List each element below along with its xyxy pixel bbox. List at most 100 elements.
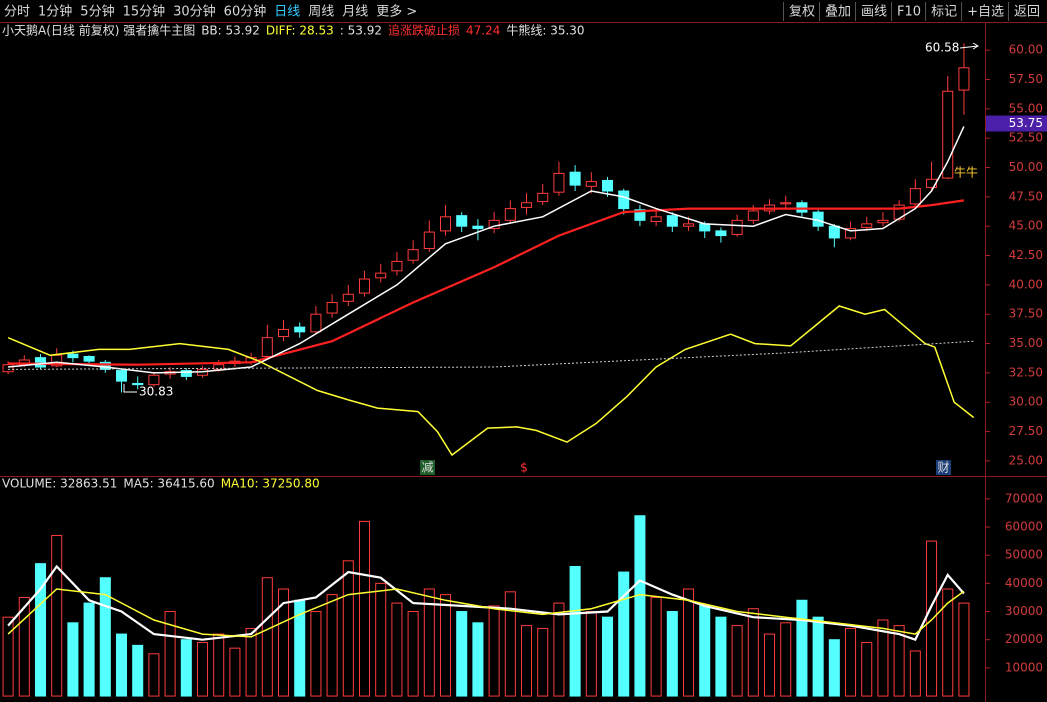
candle-body bbox=[537, 192, 549, 203]
event-marker: $ bbox=[520, 461, 528, 475]
candle-body bbox=[213, 364, 225, 370]
candle-body bbox=[310, 313, 322, 333]
volume-bar bbox=[423, 588, 435, 697]
candle-body bbox=[294, 326, 306, 333]
legend-title: VOLUME: 32863.51 bbox=[2, 477, 117, 491]
legend-title: 小天鹅A(日线 前复权) 强者擒牛主图 bbox=[2, 23, 195, 38]
volume-bar bbox=[828, 639, 840, 697]
candle-body bbox=[326, 301, 338, 314]
candle-body bbox=[456, 215, 468, 227]
candle-body bbox=[877, 219, 889, 224]
volume-bar bbox=[796, 599, 808, 697]
volume-bar bbox=[132, 644, 144, 697]
candle-body bbox=[180, 370, 192, 377]
candle-body bbox=[375, 272, 387, 279]
candle-body bbox=[148, 374, 160, 386]
y-tick-label: 27.50 bbox=[1009, 424, 1043, 438]
candle-body bbox=[845, 228, 857, 239]
marker-box bbox=[420, 460, 435, 475]
volume-bar bbox=[958, 602, 970, 697]
toolbar-tab[interactable]: 分时 bbox=[4, 5, 30, 20]
price-marker bbox=[986, 115, 1047, 132]
volume-bar bbox=[666, 611, 678, 697]
candle-body bbox=[2, 364, 14, 373]
signal-label: 牛牛 bbox=[954, 165, 978, 180]
toolbar-button[interactable]: 画线 bbox=[861, 5, 887, 20]
y-tick-label: 10000 bbox=[1005, 660, 1043, 674]
volume-bar bbox=[34, 563, 47, 697]
candle-body bbox=[83, 355, 95, 362]
candle-body bbox=[439, 216, 452, 232]
volume-bar bbox=[407, 611, 419, 697]
toolbar-button[interactable]: F10 bbox=[897, 5, 921, 20]
toolbar-tab[interactable]: 更多 > bbox=[376, 4, 417, 20]
toolbar-button[interactable]: 标记 bbox=[931, 5, 957, 20]
toolbar-button[interactable]: 返回 bbox=[1014, 5, 1040, 20]
volume-bar bbox=[926, 540, 938, 697]
toolbar-button[interactable]: 叠加 bbox=[825, 5, 851, 20]
volume-bar bbox=[569, 565, 581, 697]
volume-bar bbox=[618, 571, 630, 697]
toolbar-tab[interactable]: 5分钟 bbox=[80, 4, 114, 20]
candle-body bbox=[618, 190, 630, 210]
legend-indicator: MA10: 37250.80 bbox=[221, 477, 320, 491]
toolbar-button[interactable]: +自选 bbox=[967, 5, 1004, 20]
price-marker-label: 53.75 bbox=[1009, 116, 1043, 130]
volume-bar bbox=[391, 602, 403, 697]
volume-bar bbox=[877, 619, 889, 697]
toolbar-tab[interactable]: 周线 bbox=[308, 5, 334, 20]
volume-bar bbox=[99, 577, 111, 697]
candle-body bbox=[942, 90, 954, 179]
volume-bar bbox=[2, 616, 14, 697]
volume-bar bbox=[310, 611, 322, 697]
y-tick-label: 25.00 bbox=[1009, 453, 1043, 467]
y-tick-label: 50000 bbox=[1005, 548, 1043, 562]
candle-body bbox=[585, 181, 597, 187]
volume-bar bbox=[229, 647, 241, 697]
legend-indicator: BB: 53.92 bbox=[201, 24, 260, 38]
y-tick-label: 20000 bbox=[1005, 632, 1043, 646]
y-tick-label: 40000 bbox=[1005, 576, 1043, 590]
low-arrow bbox=[123, 384, 137, 393]
candle-body bbox=[699, 223, 711, 232]
candle-body bbox=[634, 209, 646, 221]
volume-bar bbox=[472, 622, 484, 697]
candle-body bbox=[602, 179, 614, 192]
candle-body bbox=[828, 225, 840, 239]
candle-body bbox=[277, 328, 290, 338]
toolbar-button[interactable]: 复权 bbox=[789, 4, 815, 20]
toolbar-tab[interactable]: 15分钟 bbox=[123, 4, 166, 20]
volume-bar bbox=[83, 602, 95, 697]
toolbar-tab[interactable]: 月线 bbox=[342, 5, 368, 20]
candle-body bbox=[358, 278, 371, 294]
y-tick-label: 50.00 bbox=[1009, 160, 1043, 174]
volume-bar bbox=[439, 594, 452, 697]
volume-bar bbox=[764, 633, 776, 697]
volume-bar bbox=[358, 520, 371, 697]
toolbar-tab[interactable]: 30分钟 bbox=[173, 4, 216, 20]
toolbar-tab[interactable]: 60分钟 bbox=[224, 4, 267, 20]
candle-body bbox=[731, 219, 743, 235]
y-tick-label: 32.50 bbox=[1009, 365, 1043, 379]
candle-body bbox=[569, 171, 581, 186]
legend-indicator: 47.24 bbox=[466, 24, 500, 38]
y-tick-label: 60.00 bbox=[1009, 43, 1043, 57]
indicator-line bbox=[8, 340, 974, 370]
y-tick-label: 70000 bbox=[1005, 491, 1043, 505]
event-marker: 财 bbox=[937, 461, 949, 475]
volume-bar bbox=[261, 577, 273, 697]
candle-body bbox=[958, 67, 970, 91]
volume-bar bbox=[342, 560, 354, 697]
toolbar-tab[interactable]: 日线 bbox=[274, 5, 300, 20]
volume-bar bbox=[942, 588, 954, 697]
volume-bar bbox=[375, 582, 387, 697]
volume-bar bbox=[115, 633, 128, 697]
volume-bar bbox=[893, 625, 905, 697]
toolbar-tab[interactable]: 1分钟 bbox=[38, 4, 72, 20]
volume-bar bbox=[553, 602, 565, 697]
legend-indicator: DIFF: 28.53 bbox=[266, 24, 334, 38]
candle-body bbox=[67, 353, 79, 359]
legend-indicator: 追涨跌破止损 bbox=[388, 23, 460, 38]
